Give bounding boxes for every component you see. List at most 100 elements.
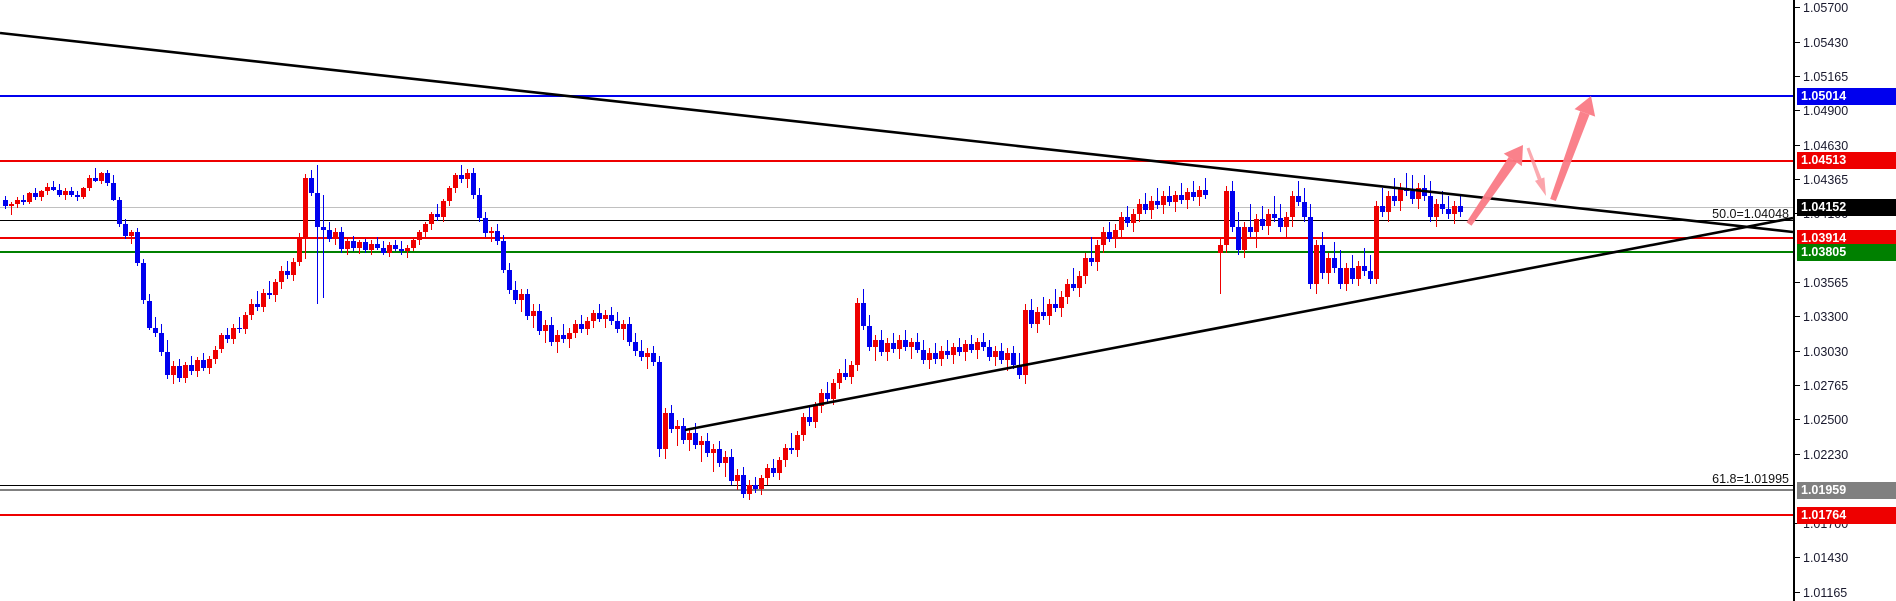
candle-body xyxy=(1017,364,1022,376)
candle-body xyxy=(423,224,428,233)
candle-body xyxy=(1029,309,1034,324)
candle-body xyxy=(105,172,110,184)
red-resistance-line-upper[interactable] xyxy=(0,159,1793,162)
black-fib-50-line[interactable] xyxy=(0,220,1793,222)
candle-body xyxy=(471,172,476,195)
trendlines-group xyxy=(0,31,1793,432)
candle-wick xyxy=(401,241,402,256)
resistance-blue-badge[interactable]: 1.05014 xyxy=(1797,87,1896,105)
candle-body xyxy=(1005,353,1010,360)
candle-body xyxy=(969,344,974,350)
descending-trendline[interactable] xyxy=(0,31,1793,234)
axis-tick: 1.01430 xyxy=(1795,551,1896,565)
candle-body xyxy=(777,460,782,474)
candle-body xyxy=(477,194,482,218)
candle-body xyxy=(69,190,74,195)
candle-body xyxy=(63,190,68,195)
candle-body xyxy=(1197,189,1202,198)
axis-tick: 1.04365 xyxy=(1795,173,1896,187)
grey-level-line[interactable] xyxy=(0,489,1793,492)
arrow-head-icon xyxy=(1574,96,1596,117)
candle-wick xyxy=(287,260,288,279)
red-support-line-bottom[interactable] xyxy=(0,514,1793,517)
axis-tick: 1.05700 xyxy=(1795,1,1896,15)
price-axis[interactable]: 1.05700 1.05430 1.05165 1.04900 1.04630 1.043… xyxy=(1793,0,1896,601)
candle-body xyxy=(753,484,758,489)
candle-body xyxy=(213,349,218,359)
candle-body xyxy=(159,332,164,353)
projection-arrow-up-2[interactable] xyxy=(1550,96,1596,202)
red-resistance-line-lower[interactable] xyxy=(0,237,1793,240)
green-support-line[interactable] xyxy=(0,251,1793,254)
candle-body xyxy=(183,364,188,378)
candle-body xyxy=(39,190,44,198)
candle-body xyxy=(1224,190,1229,246)
candle-body xyxy=(807,416,812,422)
grey-fib-line[interactable] xyxy=(0,206,1793,208)
candle-body xyxy=(687,433,692,440)
candle-body xyxy=(1236,226,1241,251)
candle-body xyxy=(1428,196,1433,217)
chart-plot-area[interactable]: 50.0=1.04048 61.8=1.01995 xyxy=(0,0,1793,601)
candle-body xyxy=(1161,196,1166,206)
tick-mark xyxy=(1795,178,1800,180)
projection-arrow-up-1[interactable] xyxy=(1466,145,1523,226)
candle-body xyxy=(1047,304,1052,316)
grey-level-badge[interactable]: 1.01959 xyxy=(1797,481,1896,499)
candle-body xyxy=(219,335,224,350)
candle-body xyxy=(81,188,86,198)
candle-body xyxy=(1059,296,1064,309)
candle-body xyxy=(147,300,152,328)
candle-body xyxy=(723,456,728,463)
candle-wick xyxy=(557,330,558,354)
candle-wick xyxy=(725,451,726,478)
candle-wick xyxy=(1442,190,1443,215)
candle-body xyxy=(333,232,338,239)
candle-wick xyxy=(257,291,258,311)
candle-body xyxy=(129,232,134,236)
axis-tick-label: 1.02500 xyxy=(1803,413,1849,428)
resistance-red-upper-badge[interactable]: 1.04513 xyxy=(1797,152,1896,170)
candle-body xyxy=(1107,232,1112,239)
candle-body xyxy=(417,232,422,240)
candle-body xyxy=(987,346,992,358)
candle-body xyxy=(771,468,776,474)
candle-wick xyxy=(713,443,714,473)
candle-body xyxy=(549,325,554,342)
blue-resistance-line[interactable] xyxy=(0,95,1793,98)
candle-body xyxy=(717,448,722,463)
candle-body xyxy=(117,199,122,225)
projection-arrow-down[interactable] xyxy=(1526,147,1546,196)
candle-body xyxy=(1260,219,1265,226)
candle-wick xyxy=(875,335,876,362)
candle-wick xyxy=(599,304,600,323)
axis-tick: 1.04630 xyxy=(1795,139,1896,153)
candle-wick xyxy=(1394,177,1395,207)
candle-body xyxy=(279,270,284,283)
candle-body xyxy=(939,350,944,359)
candle-wick xyxy=(1370,255,1371,284)
support-green-badge[interactable]: 1.03805 xyxy=(1797,243,1896,261)
candle-body xyxy=(429,214,434,225)
candle-body xyxy=(123,224,128,236)
candle-body xyxy=(1041,312,1046,316)
black-fib-618-line[interactable] xyxy=(0,485,1793,487)
resistance-red-lower-badge[interactable]: 1.03914 xyxy=(1797,229,1896,247)
tick-mark xyxy=(1795,557,1800,559)
support-red-bottom-badge[interactable]: 1.01764 xyxy=(1797,506,1896,524)
candle-body xyxy=(153,327,158,333)
candle-body xyxy=(1422,188,1427,197)
candle-body xyxy=(1203,189,1208,195)
current-price-badge[interactable]: 1.04152 xyxy=(1797,198,1896,216)
candle-body xyxy=(489,230,494,234)
candle-body xyxy=(21,199,26,203)
candle-body xyxy=(801,416,806,435)
axis-tick: 1.05430 xyxy=(1795,36,1896,50)
candle-body xyxy=(783,447,788,461)
candle-body xyxy=(519,294,524,301)
candle-body xyxy=(573,323,578,333)
candle-body xyxy=(1131,214,1136,224)
candle-body xyxy=(375,243,380,248)
axis-tick-label: 1.03300 xyxy=(1803,310,1849,325)
candle-body xyxy=(87,177,92,189)
